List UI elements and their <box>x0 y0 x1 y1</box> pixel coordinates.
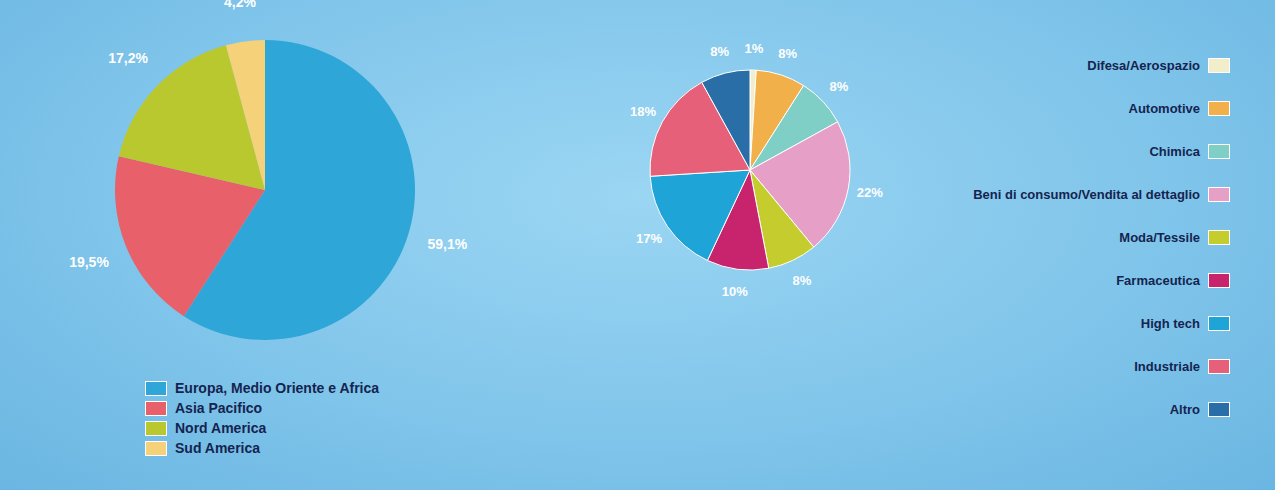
svg-text:8%: 8% <box>710 44 729 59</box>
html-text:Difesa/Aerospazio: Difesa/Aerospazio <box>1087 58 1200 73</box>
svg-text:18%: 18% <box>630 104 656 119</box>
html-text:High tech: High tech <box>1140 316 1200 331</box>
html-text:Nord America: Nord America <box>175 420 267 436</box>
svg-text:59,1%: 59,1% <box>427 236 467 252</box>
html-text:Chimica: Chimica <box>1149 144 1200 159</box>
svg-text:22%: 22% <box>857 185 883 200</box>
html-text:Altro: Altro <box>1169 402 1200 417</box>
html-text:Beni di consumo/Vendita al det: Beni di consumo/Vendita al dettaglio <box>973 187 1200 202</box>
svg-text:17%: 17% <box>636 231 662 246</box>
svg-text:10%: 10% <box>722 284 748 299</box>
svg-text:19,5%: 19,5% <box>69 254 109 270</box>
svg-text:4,2%: 4,2% <box>224 0 256 10</box>
svg-text:17,2%: 17,2% <box>108 50 148 66</box>
svg-text:8%: 8% <box>793 273 812 288</box>
html-text:Asia Pacifico: Asia Pacifico <box>175 400 263 416</box>
html-text:Farmaceutica: Farmaceutica <box>1116 273 1200 288</box>
html-text:Moda/Tessile: Moda/Tessile <box>1119 230 1200 245</box>
html-text:Industriale: Industriale <box>1134 359 1200 374</box>
html-text:Automotive: Automotive <box>1128 101 1200 116</box>
svg-text:8%: 8% <box>830 79 849 94</box>
html-text:Europa, Medio Oriente e Africa: Europa, Medio Oriente e Africa <box>175 380 380 396</box>
svg-text:1%: 1% <box>744 41 763 56</box>
html-text:Sud America: Sud America <box>175 440 261 456</box>
svg-text:8%: 8% <box>778 46 797 61</box>
